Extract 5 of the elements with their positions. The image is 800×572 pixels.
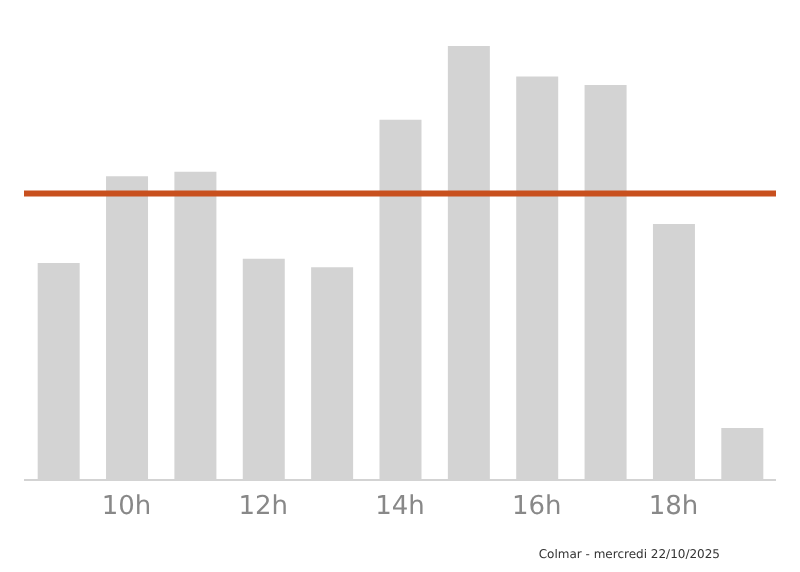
x-tick-label: 14h	[375, 492, 425, 523]
x-tick-label: 18h	[648, 492, 699, 523]
x-tick-label: 10h	[101, 492, 152, 523]
x-tick-label: 12h	[238, 492, 289, 523]
x-tick-label: 16h	[511, 492, 562, 523]
